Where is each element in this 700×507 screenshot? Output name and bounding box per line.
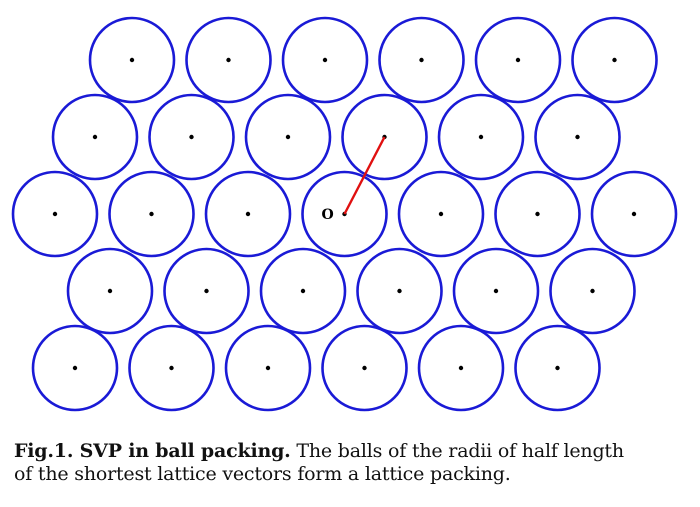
lattice-ball — [378, 16, 465, 104]
lattice-point — [575, 134, 580, 140]
lattice-ball — [571, 16, 658, 104]
lattice-point — [362, 365, 367, 371]
lattice-ball — [341, 93, 428, 181]
lattice-ball — [163, 247, 250, 335]
lattice-ball — [514, 324, 601, 412]
lattice-ball — [224, 324, 312, 412]
lattice-ball — [204, 170, 292, 258]
lattice-point — [92, 134, 98, 140]
lattice-point — [285, 134, 291, 140]
lattice-point — [478, 134, 484, 140]
lattice-ball — [437, 93, 525, 181]
lattice-point — [438, 211, 444, 217]
lattice-point — [612, 57, 617, 63]
lattice-point — [72, 365, 78, 371]
lattice-point — [322, 57, 328, 63]
lattice-point — [149, 211, 154, 217]
lattice-ball — [244, 93, 332, 181]
lattice-ball — [148, 93, 235, 181]
caption-lead: Fig.1. SVP in ball packing. — [14, 440, 291, 462]
origin-label: O — [322, 207, 334, 223]
lattice-ball — [397, 170, 485, 258]
lattice-point — [265, 365, 271, 371]
lattice-point — [204, 288, 209, 294]
lattice-point — [245, 211, 251, 217]
lattice-point — [493, 288, 499, 294]
lattice-ball — [301, 170, 388, 258]
lattice-ball — [259, 247, 347, 335]
lattice-point — [300, 288, 306, 294]
shortest-vector-layer — [343, 136, 386, 215]
lattice-ball — [494, 170, 581, 258]
lattice-point — [631, 211, 637, 217]
lattice-point — [107, 288, 113, 294]
lattice-ball — [31, 324, 119, 412]
lattice-point — [458, 365, 464, 371]
lattice-ball — [534, 93, 621, 181]
ball-packing-diagram: O — [11, 16, 678, 412]
caption-line-2: of the shortest lattice vectors form a l… — [14, 463, 511, 485]
lattice-ball — [549, 247, 636, 335]
lattice-point — [52, 211, 58, 217]
lattice-point — [555, 365, 560, 371]
lattice-point — [590, 288, 595, 294]
lattice-ball — [474, 16, 562, 104]
lattice-point — [535, 211, 540, 217]
lattice-point — [129, 57, 135, 63]
shortest-vector — [343, 136, 386, 215]
lattice-point — [189, 134, 194, 140]
figure-caption: Fig.1. SVP in ball packing. The balls of… — [14, 440, 694, 486]
lattice-ball — [417, 324, 505, 412]
lattice-point — [419, 57, 424, 63]
lattice-ball — [51, 93, 139, 181]
lattice-ball — [321, 324, 408, 412]
lattice-point — [515, 57, 521, 63]
lattice-ball — [452, 247, 540, 335]
lattice-ball — [356, 247, 443, 335]
lattice-ball — [128, 324, 215, 412]
lattice-balls — [11, 16, 678, 412]
caption-text: The balls of the radii of half length — [290, 440, 624, 462]
lattice-ball — [88, 16, 176, 104]
lattice-point — [169, 365, 174, 371]
lattice-ball — [281, 16, 369, 104]
lattice-point — [226, 57, 231, 63]
lattice-ball — [185, 16, 272, 104]
lattice-ball — [108, 170, 195, 258]
lattice-point — [397, 288, 402, 294]
lattice-ball — [590, 170, 678, 258]
lattice-ball — [66, 247, 154, 335]
lattice-ball — [11, 170, 99, 258]
